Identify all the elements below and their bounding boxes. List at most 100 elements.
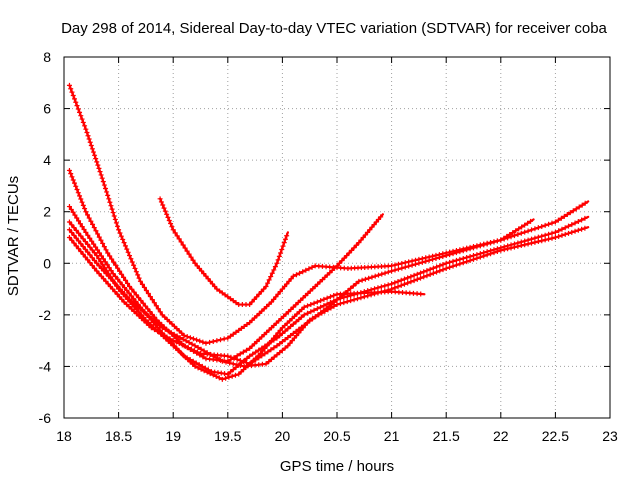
data-point-marker xyxy=(573,206,579,212)
data-point-marker xyxy=(426,257,432,263)
data-point-marker xyxy=(188,346,194,352)
data-point-marker xyxy=(124,246,130,252)
data-point-marker xyxy=(525,228,531,234)
data-point-marker xyxy=(259,308,265,314)
data-point-marker xyxy=(127,283,133,289)
series-track-2 xyxy=(157,196,290,308)
data-point-marker xyxy=(78,196,84,202)
data-point-marker xyxy=(359,277,365,283)
data-point-marker xyxy=(73,243,79,249)
data-point-marker xyxy=(334,297,340,303)
data-point-marker xyxy=(87,252,93,258)
series-line xyxy=(68,218,535,365)
x-axis-label: GPS time / hours xyxy=(280,458,394,475)
data-point-marker xyxy=(296,309,302,315)
x-tick-label: 20.5 xyxy=(323,428,350,444)
data-point-marker xyxy=(74,103,80,109)
data-point-marker xyxy=(539,238,545,244)
data-point-marker xyxy=(76,230,82,236)
data-point-marker xyxy=(350,283,356,289)
data-point-marker xyxy=(201,271,207,277)
data-point-marker xyxy=(79,116,85,122)
y-tick-label: 8 xyxy=(43,49,51,65)
data-point-marker xyxy=(249,299,255,305)
data-point-marker xyxy=(365,293,371,299)
data-point-marker xyxy=(91,225,97,231)
y-tick-label: 0 xyxy=(43,255,51,271)
data-point-marker xyxy=(167,336,173,342)
data-point-marker xyxy=(296,330,302,336)
data-point-marker xyxy=(108,276,114,282)
data-point-marker xyxy=(74,186,80,192)
data-point-marker xyxy=(579,217,585,223)
data-point-marker xyxy=(96,256,102,262)
data-point-marker xyxy=(332,265,338,271)
data-point-marker xyxy=(138,315,144,321)
data-point-marker xyxy=(344,299,350,305)
data-point-marker xyxy=(259,334,265,340)
data-point-marker xyxy=(405,275,411,281)
data-point-marker xyxy=(174,326,180,332)
data-point-marker xyxy=(467,246,473,252)
data-point-marker xyxy=(491,250,497,256)
data-point-marker xyxy=(189,341,195,347)
data-point-marker xyxy=(375,216,381,222)
data-point-marker xyxy=(80,202,86,208)
data-point-marker xyxy=(117,230,123,236)
data-point-marker xyxy=(253,357,259,363)
data-point-marker xyxy=(382,283,388,289)
data-point-marker xyxy=(279,339,285,345)
data-point-marker xyxy=(430,265,436,271)
data-point-marker xyxy=(198,346,204,352)
data-point-marker xyxy=(98,237,104,243)
data-point-marker xyxy=(141,284,147,290)
data-point-marker xyxy=(158,199,164,205)
data-point-marker xyxy=(104,189,110,195)
data-point-marker xyxy=(171,323,177,329)
data-point-marker xyxy=(100,240,106,246)
data-point-marker xyxy=(447,259,453,265)
data-point-marker xyxy=(158,330,164,336)
data-point-marker xyxy=(430,256,436,262)
data-point-marker xyxy=(133,311,139,317)
data-point-marker xyxy=(85,241,91,247)
data-point-marker xyxy=(162,314,168,320)
data-point-marker xyxy=(464,259,470,265)
grid-lines xyxy=(64,57,610,418)
x-tick-label: 19.5 xyxy=(214,428,241,444)
data-point-marker xyxy=(421,269,427,275)
data-point-marker xyxy=(149,297,155,303)
data-point-marker xyxy=(300,269,306,275)
data-point-marker xyxy=(546,231,552,237)
data-point-marker xyxy=(324,295,330,301)
data-point-marker xyxy=(96,234,102,240)
data-point-marker xyxy=(168,221,174,227)
data-point-marker xyxy=(419,259,425,265)
data-point-marker xyxy=(546,236,552,242)
data-point-marker xyxy=(86,215,92,221)
data-point-marker xyxy=(151,318,157,324)
data-point-marker xyxy=(225,294,231,300)
data-point-marker xyxy=(457,249,463,255)
data-point-marker xyxy=(385,287,391,293)
data-point-marker xyxy=(90,221,96,227)
data-point-marker xyxy=(289,338,295,344)
data-point-marker xyxy=(78,241,84,247)
data-point-marker xyxy=(80,236,86,242)
data-point-marker xyxy=(153,303,159,309)
data-point-marker xyxy=(117,294,123,300)
data-point-marker xyxy=(549,220,555,226)
x-tick-label: 18.5 xyxy=(105,428,132,444)
data-point-marker xyxy=(556,233,562,239)
data-point-marker xyxy=(116,227,122,233)
data-point-marker xyxy=(360,235,366,240)
data-point-marker xyxy=(93,156,99,162)
data-point-marker xyxy=(389,286,395,292)
data-point-marker xyxy=(256,310,262,316)
data-point-marker xyxy=(112,273,118,279)
data-point-marker xyxy=(161,205,167,211)
data-point-marker xyxy=(289,316,295,322)
data-point-marker xyxy=(293,272,299,278)
data-point-marker xyxy=(532,239,538,245)
data-point-marker xyxy=(129,286,135,292)
